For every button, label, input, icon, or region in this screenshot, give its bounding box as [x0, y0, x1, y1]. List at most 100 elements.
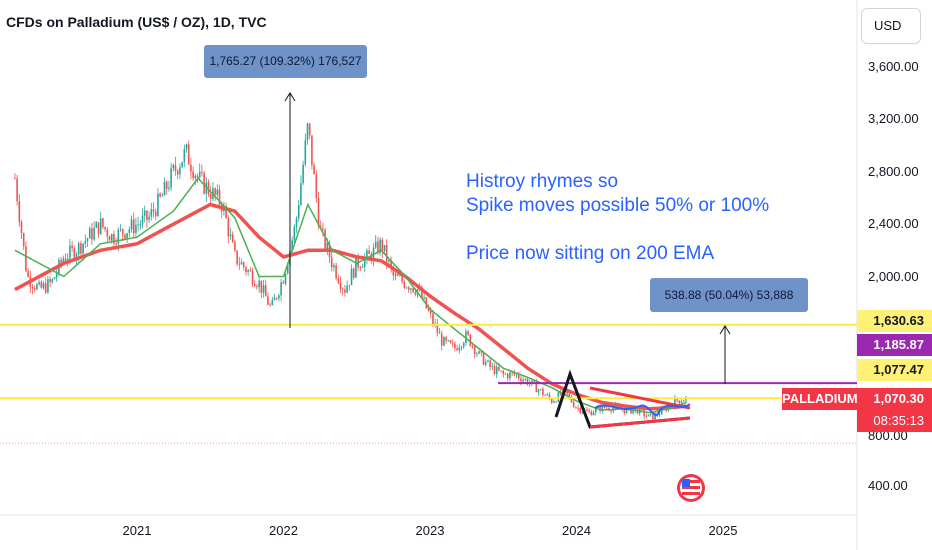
candle-body — [330, 257, 333, 268]
blue-projection-path[interactable] — [594, 403, 691, 417]
time-tick-label: 2021 — [122, 523, 152, 538]
red-resistance-trendline[interactable] — [589, 386, 691, 410]
candle-body — [546, 394, 549, 396]
candle-body — [539, 388, 542, 390]
candle-body — [577, 407, 579, 409]
tag-countdown: 08:35:13 — [857, 410, 932, 432]
candle-body — [91, 228, 93, 240]
candle-body — [282, 282, 285, 284]
price-tick-label: 400.00 — [868, 478, 908, 493]
candle-body — [649, 414, 652, 416]
ema-50-line — [14, 177, 687, 414]
candle-body — [49, 279, 51, 283]
tag-level-1630: 1,630.63 — [857, 310, 932, 332]
candle-body — [460, 346, 463, 348]
candle-body — [194, 175, 197, 179]
candle-body — [517, 374, 520, 379]
measure-arrow-2-head — [719, 325, 731, 335]
candle-body — [399, 275, 401, 277]
measure-label-1[interactable]: 1,765.27 (109.32%) 176,527 — [204, 45, 367, 78]
candle-body — [203, 172, 205, 194]
candle-body — [322, 228, 324, 230]
candle-body — [377, 241, 379, 253]
candle-body — [427, 308, 430, 311]
candle-body — [27, 271, 29, 277]
time-tick-label: 2025 — [708, 523, 738, 538]
candle-body — [423, 297, 425, 299]
candle-body — [110, 234, 113, 241]
candle-body — [383, 245, 386, 252]
candle-body — [36, 284, 38, 290]
candle-body — [33, 288, 36, 290]
candle-body — [361, 267, 364, 268]
candle-body — [73, 248, 76, 260]
candle-body — [610, 410, 612, 412]
candle-body — [179, 167, 181, 175]
candle-body — [256, 286, 258, 288]
candle-body — [51, 279, 54, 283]
candle-body — [368, 250, 370, 254]
measure-label-2[interactable]: 538.88 (50.04%) 53,888 — [650, 278, 808, 312]
candle-body — [489, 360, 491, 368]
candle-body — [440, 333, 443, 346]
candle-body — [438, 332, 441, 334]
candle-body — [341, 288, 344, 290]
candle-body — [286, 264, 289, 274]
candle-body — [271, 300, 274, 305]
candle-body — [146, 210, 148, 220]
candle-body — [218, 189, 221, 205]
candle-body — [234, 242, 236, 251]
candle-body — [326, 242, 329, 249]
candle-body — [126, 233, 128, 239]
note-200-ema: Price now sitting on 200 EMA — [466, 243, 715, 264]
candle-body — [253, 283, 256, 287]
candle-body — [236, 250, 238, 264]
candle-body — [381, 239, 384, 252]
candle-body — [97, 222, 100, 234]
candle-body — [458, 347, 461, 351]
candle-body — [575, 407, 577, 408]
candle-body — [242, 262, 245, 268]
candle-body — [278, 295, 280, 299]
candle-body — [154, 211, 157, 217]
candle-body — [632, 409, 634, 414]
candle-body — [599, 405, 601, 411]
candle-body — [190, 164, 192, 172]
candle-body — [401, 275, 403, 282]
candle-body — [660, 408, 663, 415]
candle-body — [379, 239, 381, 253]
candle-body — [225, 205, 227, 219]
candle-body — [652, 414, 654, 420]
candle-body — [515, 374, 518, 376]
candle-body — [304, 140, 307, 165]
candle-body — [520, 378, 522, 382]
candle-body — [414, 291, 417, 295]
candle-body — [55, 273, 58, 278]
candle-body — [313, 165, 315, 175]
us-flag-icon[interactable] — [677, 474, 705, 502]
candle-body — [346, 285, 348, 293]
candle-body — [654, 413, 656, 420]
candle-body — [429, 310, 432, 314]
candle-body — [535, 381, 538, 393]
candle-body — [141, 215, 144, 224]
candle-body — [469, 334, 472, 346]
candle-body — [22, 233, 25, 247]
candle-body — [344, 289, 346, 293]
candle-body — [196, 175, 199, 178]
candle-body — [524, 378, 527, 380]
candle-body — [454, 343, 456, 349]
candle-body — [264, 285, 267, 297]
currency-selector[interactable]: USD — [861, 8, 921, 44]
red-support-trendline[interactable] — [589, 416, 691, 429]
candle-body — [302, 164, 304, 184]
candle-body — [605, 407, 608, 409]
candle-body — [143, 210, 146, 216]
candle-series — [14, 122, 687, 422]
symbol-tag: PALLADIUM — [782, 388, 858, 410]
candle-body — [348, 285, 351, 286]
candle-body — [262, 285, 265, 293]
candle-body — [634, 408, 637, 410]
candle-body — [251, 271, 254, 284]
